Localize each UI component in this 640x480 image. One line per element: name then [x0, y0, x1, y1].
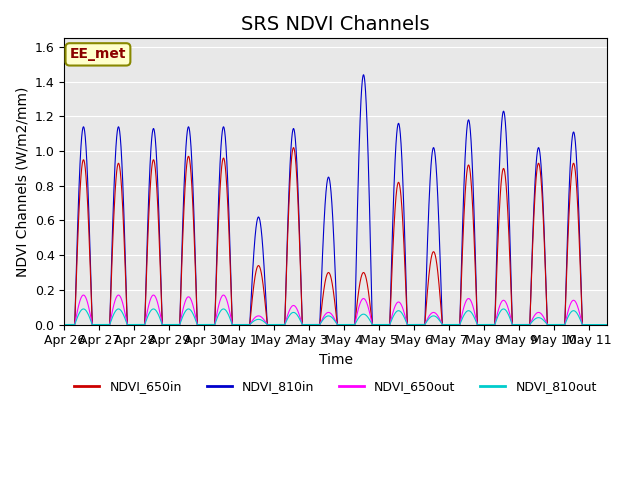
X-axis label: Time: Time — [319, 353, 353, 367]
Title: SRS NDVI Channels: SRS NDVI Channels — [241, 15, 430, 34]
Legend: NDVI_650in, NDVI_810in, NDVI_650out, NDVI_810out: NDVI_650in, NDVI_810in, NDVI_650out, NDV… — [69, 375, 602, 398]
Y-axis label: NDVI Channels (W/m2/mm): NDVI Channels (W/m2/mm) — [15, 86, 29, 276]
Text: EE_met: EE_met — [70, 48, 126, 61]
